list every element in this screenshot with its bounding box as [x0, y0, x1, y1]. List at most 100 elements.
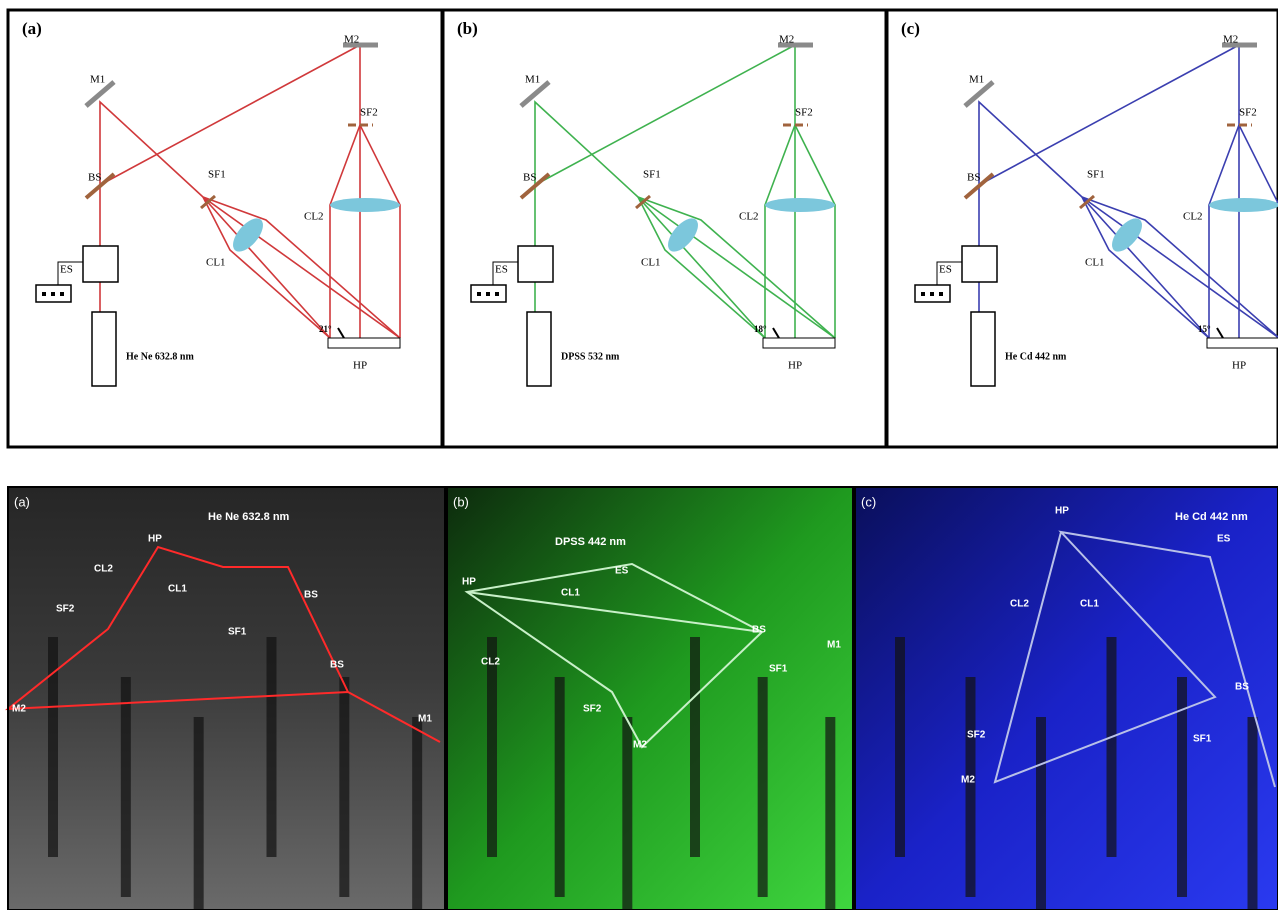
photo-label: M2	[961, 775, 975, 786]
photo-label: BS	[1235, 682, 1249, 693]
optical-post	[412, 717, 423, 915]
panel-label: (c)	[861, 494, 876, 509]
panel-label: (a)	[22, 19, 42, 38]
beam	[1081, 196, 1210, 339]
laser	[91, 311, 117, 387]
component-label: CL1	[206, 257, 226, 269]
optical-post	[622, 717, 633, 915]
photo-label: SF2	[56, 604, 75, 615]
shutter-cable	[936, 261, 962, 285]
shutter-cable	[492, 261, 518, 285]
controller-dot	[51, 292, 55, 296]
laser-label: He Ne 632.8 nm	[126, 351, 194, 362]
beam	[637, 196, 836, 339]
component-label: M2	[779, 34, 794, 46]
component-label: SF2	[1239, 107, 1257, 119]
component-label: ES	[60, 264, 73, 276]
optical-post	[48, 637, 58, 857]
photo-label: BS	[752, 625, 766, 636]
spatial-filter	[200, 194, 216, 210]
mirror	[84, 80, 116, 108]
electronic-shutter	[517, 245, 554, 283]
photo-label: CL1	[1080, 599, 1099, 610]
controller-dot	[477, 292, 481, 296]
optical-post	[120, 677, 131, 897]
controller-dot	[495, 292, 499, 296]
hologram-plate	[1206, 337, 1278, 349]
photo-label: HP	[148, 534, 162, 545]
lens	[330, 198, 400, 212]
controller-dot	[939, 292, 943, 296]
hologram-plate	[327, 337, 401, 349]
mirror	[963, 80, 995, 108]
angle-mark	[337, 327, 345, 339]
photo-label: M1	[418, 714, 432, 725]
lens	[668, 218, 698, 252]
beam	[534, 100, 639, 312]
photo-background	[855, 487, 1278, 910]
beam-splitter	[519, 172, 551, 200]
electronic-shutter	[961, 245, 998, 283]
shutter-cable	[57, 261, 83, 285]
component-label: CL1	[641, 257, 661, 269]
angle-label: 18°	[754, 324, 767, 334]
component-label: M2	[344, 34, 359, 46]
component-label: M2	[1223, 34, 1238, 46]
component-label: CL2	[304, 211, 324, 223]
photo-label: CL1	[561, 588, 580, 599]
panel-label: (c)	[901, 19, 920, 38]
photo-label: CL2	[94, 564, 113, 575]
beam	[1238, 124, 1278, 205]
photo-label: HP	[1055, 506, 1069, 517]
laser	[526, 311, 552, 387]
component-label: SF2	[360, 107, 378, 119]
photo-panel: (a) He Ne 632.8 nm HP CL2 CL1 SF2 SF1 BS BS M2 M1	[4, 486, 446, 915]
panel-label: (a)	[14, 494, 30, 509]
photo-label: BS	[330, 660, 344, 671]
laser-beam	[4, 545, 441, 743]
panel-label: (b)	[457, 19, 478, 38]
beam	[202, 196, 331, 339]
component-label: HP	[1232, 360, 1246, 372]
optical-post	[895, 637, 905, 857]
photo-label: HP	[462, 577, 476, 588]
laser-beam	[993, 530, 1276, 788]
spatial-filter	[635, 194, 651, 210]
beam-splitter	[84, 172, 116, 200]
optical-post	[825, 717, 836, 915]
controller-dot	[486, 292, 490, 296]
photo-label: SF2	[583, 704, 602, 715]
optical-post	[487, 637, 497, 857]
controller-dot	[60, 292, 64, 296]
beam	[1081, 196, 1210, 339]
photo-label: CL1	[168, 584, 187, 595]
component-label: HP	[788, 360, 802, 372]
component-label: SF1	[643, 169, 661, 181]
beam	[978, 100, 1083, 312]
component-label: BS	[967, 172, 980, 184]
photo-label: SF1	[1193, 734, 1212, 745]
photo-panel: (b) DPSS 442 nm HP CL1 ES CL2 BS SF1 M1 SF2 M2	[446, 486, 854, 915]
component-label: M1	[525, 74, 540, 86]
component-label: SF1	[208, 169, 226, 181]
optical-post	[965, 677, 976, 897]
optical-post	[690, 637, 700, 857]
component-label: CL2	[1183, 211, 1203, 223]
angle-mark	[1216, 327, 1224, 339]
diagram-panel: (c) He Cd 442 nm 15° M1 M2 SF2 BS SF1 CL2 CL1 ES HP	[885, 8, 1278, 449]
lens	[1112, 218, 1142, 252]
laser	[970, 311, 996, 387]
component-label: SF2	[795, 107, 813, 119]
photo-label: SF1	[769, 664, 788, 675]
optical-post	[1177, 677, 1187, 897]
component-label: ES	[495, 264, 508, 276]
photo-label: He Cd 442 nm	[1175, 511, 1248, 523]
electronic-shutter	[82, 245, 119, 283]
beam-splitter	[963, 172, 995, 200]
controller-dot	[921, 292, 925, 296]
optical-post	[1106, 637, 1117, 857]
controller-dot	[42, 292, 46, 296]
photo-label: ES	[615, 566, 629, 577]
optical-post	[266, 637, 277, 857]
